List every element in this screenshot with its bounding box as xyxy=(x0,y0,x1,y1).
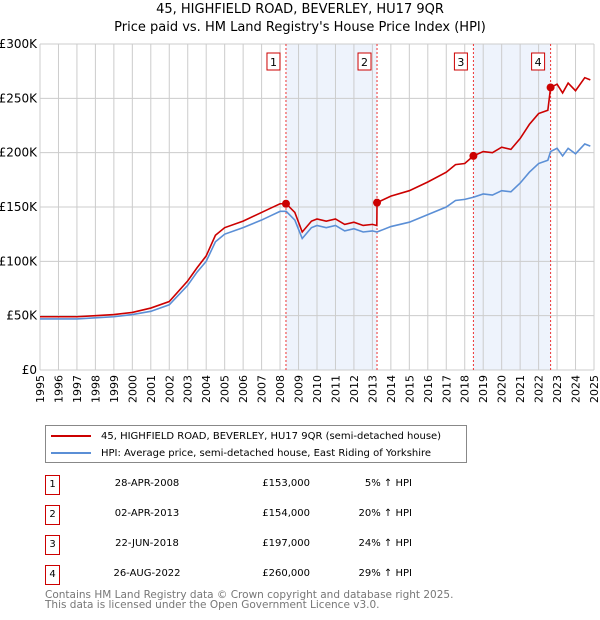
chart-title: 45, HIGHFIELD ROAD, BEVERLEY, HU17 9QR xyxy=(156,2,444,17)
x-tick-label: 2022 xyxy=(533,375,546,403)
sale-marker-number: 4 xyxy=(45,565,60,585)
footer: Contains HM Land Registry data © Crown c… xyxy=(45,589,454,611)
x-tick-label: 2012 xyxy=(348,375,361,403)
x-tick-label: 2016 xyxy=(422,375,435,403)
sale-point xyxy=(546,83,555,92)
sale-label-box xyxy=(453,52,468,71)
sale-hpi-change: 20% ↑ HPI xyxy=(358,508,412,519)
x-tick-label: 2024 xyxy=(570,375,583,403)
sale-label: 1 xyxy=(270,56,277,69)
legend-label: HPI: Average price, semi-detached house,… xyxy=(101,447,432,459)
x-tick-label: 2001 xyxy=(145,375,158,403)
x-tick-label: 1999 xyxy=(108,375,121,403)
sale-date: 26-AUG-2022 xyxy=(113,568,181,579)
x-tick-label: 1997 xyxy=(71,375,84,403)
x-tick-label: 2019 xyxy=(477,375,490,403)
plot-area: 1995 1996 1997 1998 1999 2000 2001 2002 2003 2004… xyxy=(0,37,600,403)
x-tick-label: 2023 xyxy=(551,375,564,403)
x-tick-label: 2010 xyxy=(311,375,324,403)
y-tick-label: £150K xyxy=(0,200,38,214)
legend: 45, HIGHFIELD ROAD, BEVERLEY, HU17 9QR (… xyxy=(45,425,467,463)
legend-swatch xyxy=(51,435,91,437)
x-tick-label: 1998 xyxy=(89,375,102,403)
sale-price: £197,000 xyxy=(262,538,310,549)
sale-row: 4 26-AUG-2022 £260,000 29% ↑ HPI xyxy=(45,565,465,585)
y-tick-label: £0 xyxy=(22,363,37,377)
footer-line: Contains HM Land Registry data © Crown c… xyxy=(45,589,454,601)
sale-label-box xyxy=(357,52,372,71)
legend-label: 45, HIGHFIELD ROAD, BEVERLEY, HU17 9QR (… xyxy=(101,430,442,442)
legend-swatch xyxy=(51,452,91,454)
sale-hpi-change: 24% ↑ HPI xyxy=(358,538,412,549)
chart-subtitle: Price paid vs. HM Land Registry's House … xyxy=(114,20,486,35)
y-tick-label: £300K xyxy=(0,37,38,51)
sale-label: 4 xyxy=(535,56,542,69)
x-tick-label: 2017 xyxy=(440,375,453,403)
sale-point xyxy=(373,198,382,207)
x-tick-label: 2014 xyxy=(385,375,398,403)
sale-date: 28-APR-2008 xyxy=(114,478,180,489)
sale-marker-number: 2 xyxy=(45,505,60,525)
sale-hpi-change: 29% ↑ HPI xyxy=(358,568,412,579)
sale-price: £154,000 xyxy=(262,508,310,519)
x-tick-label: 2011 xyxy=(329,375,342,403)
x-tick-label: 2007 xyxy=(256,375,269,403)
x-tick-label: 2021 xyxy=(514,375,527,403)
y-tick-label: £200K xyxy=(0,146,38,160)
sale-price: £260,000 xyxy=(262,568,310,579)
sale-label: 3 xyxy=(457,56,464,69)
x-tick-label: 1996 xyxy=(52,375,65,403)
x-tick-label: 2002 xyxy=(163,375,176,403)
x-tick-label: 2008 xyxy=(274,375,287,403)
y-tick-label: £50K xyxy=(6,309,38,323)
x-tick-label: 2004 xyxy=(200,375,213,403)
sale-row: 1 28-APR-2008 £153,000 5% ↑ HPI xyxy=(45,475,465,495)
x-tick-label: 2025 xyxy=(588,375,600,403)
legend-item-property: 45, HIGHFIELD ROAD, BEVERLEY, HU17 9QR (… xyxy=(46,428,441,444)
x-tick-label: 2009 xyxy=(293,375,306,403)
x-tick-label: 2020 xyxy=(496,375,509,403)
sale-date: 22-JUN-2018 xyxy=(115,538,179,549)
y-tick-label: £100K xyxy=(0,254,38,268)
footer-line: This data is licensed under the Open Gov… xyxy=(45,599,380,611)
x-tick-label: 2005 xyxy=(219,375,232,403)
x-tick-label: 2013 xyxy=(366,375,379,403)
sale-point xyxy=(469,151,478,160)
x-tick-label: 1995 xyxy=(34,375,47,403)
sale-price: £153,000 xyxy=(262,478,310,489)
y-tick-label: £250K xyxy=(0,91,38,105)
sale-date: 02-APR-2013 xyxy=(114,508,180,519)
sale-marker-number: 3 xyxy=(45,535,60,555)
x-tick-label: 2018 xyxy=(459,375,472,403)
sale-label: 2 xyxy=(361,56,368,69)
x-tick-label: 2006 xyxy=(237,375,250,403)
sale-point xyxy=(281,199,290,208)
sale-row: 2 02-APR-2013 £154,000 20% ↑ HPI xyxy=(45,505,465,525)
x-tick-label: 2015 xyxy=(403,375,416,403)
x-tick-label: 2000 xyxy=(126,375,139,403)
property-price-line xyxy=(40,76,591,318)
sale-hpi-change: 5% ↑ HPI xyxy=(364,478,412,489)
sale-row: 3 22-JUN-2018 £197,000 24% ↑ HPI xyxy=(45,535,465,555)
sale-label-box xyxy=(266,52,281,71)
legend-item-hpi: HPI: Average price, semi-detached house,… xyxy=(46,445,431,461)
hpi-line xyxy=(40,143,591,320)
sale-label-box xyxy=(531,52,546,71)
sale-marker-number: 1 xyxy=(45,475,60,495)
x-tick-label: 2003 xyxy=(182,375,195,403)
